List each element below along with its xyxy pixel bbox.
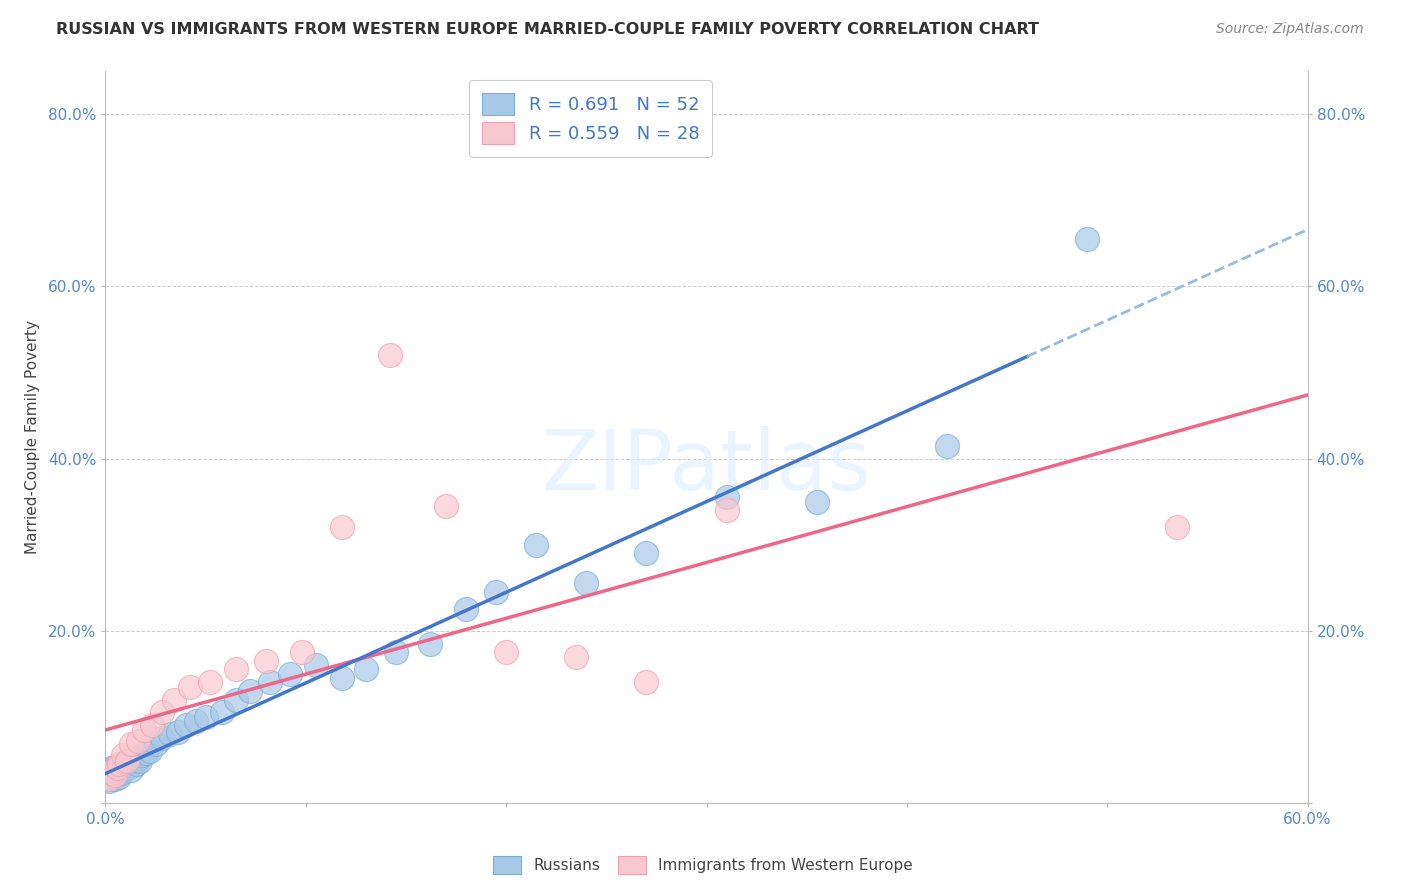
Point <box>936 439 959 453</box>
Point <box>103 763 125 777</box>
Point <box>184 714 207 728</box>
Point <box>636 546 658 560</box>
Point <box>330 671 353 685</box>
Text: RUSSIAN VS IMMIGRANTS FROM WESTERN EUROPE MARRIED-COUPLE FAMILY POVERTY CORRELAT: RUSSIAN VS IMMIGRANTS FROM WESTERN EUROP… <box>56 22 1039 37</box>
Point <box>112 763 135 777</box>
Point <box>145 737 167 751</box>
Point <box>103 763 125 777</box>
Point <box>354 662 377 676</box>
Point <box>135 746 157 760</box>
Point <box>100 761 122 775</box>
Legend: R = 0.691   N = 52, R = 0.559   N = 28: R = 0.691 N = 52, R = 0.559 N = 28 <box>470 80 711 157</box>
Point <box>524 538 547 552</box>
Y-axis label: Married-Couple Family Poverty: Married-Couple Family Poverty <box>24 320 39 554</box>
Text: ZIPatlas: ZIPatlas <box>541 425 872 507</box>
Point <box>179 680 201 694</box>
Point <box>98 774 121 789</box>
Point <box>1166 520 1188 534</box>
Point <box>108 770 131 784</box>
Point <box>107 761 129 775</box>
Point <box>565 649 588 664</box>
Point <box>107 763 129 777</box>
Point <box>117 755 139 769</box>
Point <box>150 706 173 720</box>
Point <box>131 748 153 763</box>
Point <box>716 503 738 517</box>
Point <box>98 765 121 780</box>
Point <box>103 768 125 782</box>
Point <box>124 757 146 772</box>
Point <box>485 585 508 599</box>
Point <box>419 637 441 651</box>
Point <box>118 759 141 773</box>
Point <box>117 757 139 772</box>
Point <box>121 737 143 751</box>
Point <box>96 770 118 784</box>
Point <box>138 744 160 758</box>
Point <box>150 731 173 746</box>
Point <box>104 759 127 773</box>
Point <box>98 772 121 786</box>
Point <box>127 753 149 767</box>
Point <box>434 499 457 513</box>
Point <box>575 576 598 591</box>
Point <box>716 491 738 505</box>
Point <box>100 765 122 780</box>
Point <box>112 748 135 763</box>
Point <box>254 654 277 668</box>
Point <box>454 602 477 616</box>
Point <box>378 348 401 362</box>
Point <box>806 494 828 508</box>
Text: Source: ZipAtlas.com: Source: ZipAtlas.com <box>1216 22 1364 37</box>
Point <box>198 675 221 690</box>
Point <box>166 725 188 739</box>
Point <box>239 684 262 698</box>
Point <box>225 692 247 706</box>
Point <box>127 734 149 748</box>
Point <box>1076 232 1098 246</box>
Point <box>114 761 136 775</box>
Point <box>636 675 658 690</box>
Point <box>108 757 131 772</box>
Point <box>104 772 127 786</box>
Point <box>259 675 281 690</box>
Point <box>211 706 233 720</box>
Legend: Russians, Immigrants from Western Europe: Russians, Immigrants from Western Europe <box>488 850 918 880</box>
Point <box>159 727 181 741</box>
Point <box>385 645 408 659</box>
Point <box>291 645 314 659</box>
Point <box>110 759 132 773</box>
Point <box>174 718 197 732</box>
Point <box>128 755 150 769</box>
Point <box>495 645 517 659</box>
Point <box>122 755 145 769</box>
Point <box>104 768 127 782</box>
Point <box>278 666 301 681</box>
Point <box>110 765 132 780</box>
Point <box>107 765 129 780</box>
Point <box>132 723 155 737</box>
Point <box>100 772 122 786</box>
Point <box>96 770 118 784</box>
Point <box>194 710 217 724</box>
Point <box>330 520 353 534</box>
Point <box>162 692 184 706</box>
Point <box>121 763 143 777</box>
Point <box>225 662 247 676</box>
Point <box>305 658 328 673</box>
Point <box>141 718 163 732</box>
